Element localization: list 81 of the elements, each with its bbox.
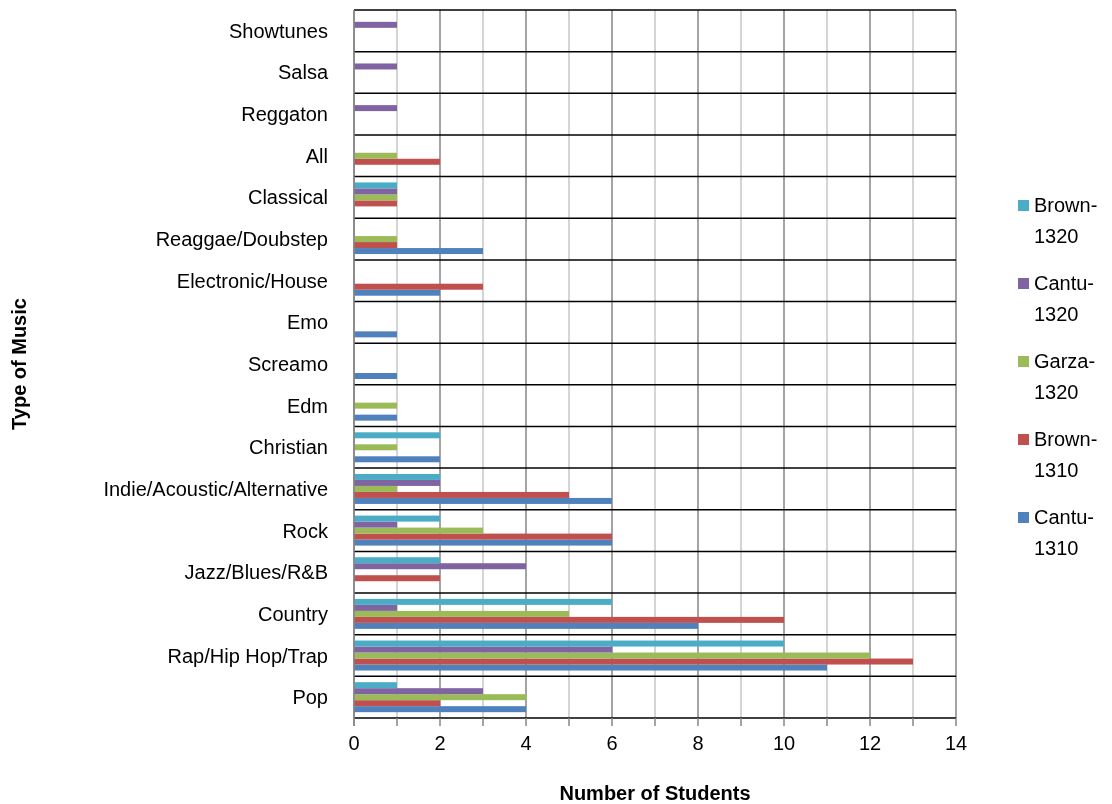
y-tick-label: Christian <box>249 436 328 459</box>
y-tick-label: Reaggae/Doubstep <box>155 228 328 251</box>
bar <box>354 194 397 201</box>
bar <box>354 236 397 243</box>
x-tick-label: 6 <box>606 732 618 754</box>
bar <box>354 456 440 463</box>
bar <box>354 444 397 451</box>
y-tick-label: Country <box>257 602 328 625</box>
legend-label: Cantu-1310 <box>1034 506 1095 559</box>
bar <box>354 188 397 195</box>
bar <box>354 694 526 701</box>
bar <box>354 688 483 695</box>
bar <box>354 479 440 486</box>
bar <box>354 491 569 498</box>
bar <box>354 598 612 605</box>
bar <box>354 539 612 546</box>
bar <box>354 402 397 409</box>
bar <box>354 331 397 338</box>
x-tick-label: 14 <box>944 732 968 754</box>
bar <box>354 21 397 28</box>
y-tick-label: Rock <box>282 519 329 542</box>
x-tick-label: 0 <box>348 732 360 754</box>
bar <box>354 575 440 582</box>
bar <box>354 646 612 653</box>
bar <box>354 527 483 534</box>
bar <box>354 497 612 504</box>
y-tick-label: Salsa <box>277 61 329 84</box>
x-tick-label: 10 <box>772 732 796 754</box>
bar <box>354 700 440 707</box>
x-tick-label: 4 <box>520 732 532 754</box>
bar <box>354 563 526 570</box>
y-tick-label: Screamo <box>247 353 328 375</box>
bar <box>354 242 397 249</box>
bar <box>354 289 440 296</box>
bar <box>354 652 870 659</box>
bar <box>354 533 612 540</box>
bar <box>354 557 440 564</box>
bar <box>354 200 397 207</box>
y-tick-label: Reggaton <box>241 103 328 126</box>
y-axis-title: Type of Music <box>8 298 30 430</box>
bar <box>354 610 569 617</box>
legend-label: Garza-1320 <box>1034 350 1096 403</box>
y-tick-label: All <box>305 144 328 167</box>
bar <box>354 682 397 689</box>
legend-label: Brown-1310 <box>1034 428 1098 481</box>
y-tick-label: Emo <box>286 311 328 334</box>
bar <box>354 604 397 611</box>
y-tick-label: Showtunes <box>229 19 328 42</box>
bar <box>354 485 397 492</box>
bar <box>354 283 483 290</box>
bar <box>354 473 440 480</box>
x-tick-label: 2 <box>434 732 446 754</box>
y-tick-label: Electronic/House <box>176 269 328 292</box>
bar <box>354 373 397 379</box>
y-tick-label: Indie/Acoustic/Alternative <box>103 477 328 500</box>
bar <box>354 182 397 189</box>
bar <box>354 616 784 623</box>
y-tick-label: Jazz/Blues/R&B <box>184 561 328 584</box>
y-tick-label: Edm <box>286 394 328 417</box>
bar <box>354 664 827 671</box>
y-tick-label: Classical <box>247 186 328 209</box>
bar <box>354 706 526 713</box>
bar <box>354 658 913 665</box>
bar <box>354 63 397 70</box>
y-tick-label: Pop <box>292 686 328 709</box>
y-tick-label: Rap/Hip Hop/Trap <box>167 644 328 667</box>
bar <box>354 622 698 629</box>
bar <box>354 521 397 528</box>
bar <box>354 515 440 522</box>
legend-label: Brown-1320 <box>1034 194 1098 247</box>
bar <box>354 414 397 421</box>
x-tick-label: 8 <box>692 732 704 754</box>
x-axis-title: Number of Students <box>559 782 751 804</box>
bar <box>354 248 483 255</box>
bar <box>354 640 784 647</box>
bar <box>354 105 397 112</box>
bar <box>354 432 440 439</box>
legend-label: Cantu-1320 <box>1034 272 1095 325</box>
bar <box>354 158 440 165</box>
x-tick-label: 12 <box>858 732 882 754</box>
bar <box>354 152 397 159</box>
